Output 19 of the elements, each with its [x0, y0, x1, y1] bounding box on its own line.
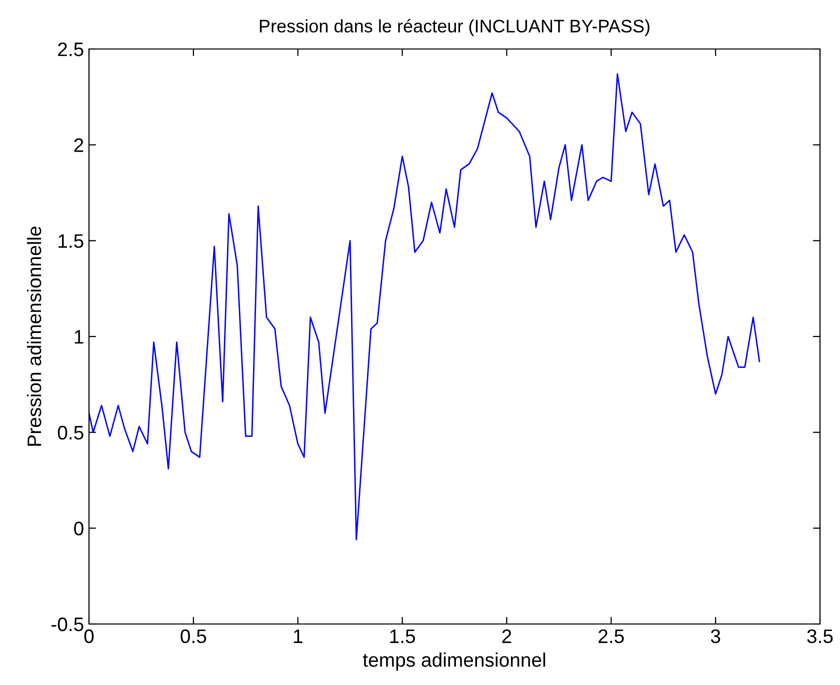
y-axis-title: Pression adimensionnelle	[26, 226, 42, 446]
x-tick-label: 1.5	[390, 630, 415, 644]
x-axis-title: temps adimensionnel	[362, 652, 546, 671]
y-tick-label: 1.5	[58, 234, 84, 248]
y-tick-label: 0	[74, 522, 84, 536]
x-tick-label: 2.5	[598, 629, 624, 644]
x-tick-label: 2	[502, 629, 512, 643]
chart-title: Pression dans le réacteur (INCLUANT BY-PASS)	[260, 19, 650, 36]
x-tick-label: 3.5	[807, 629, 833, 644]
line-series	[89, 73, 760, 540]
x-tick-label: 0.5	[180, 629, 206, 644]
x-tick-label: 1	[294, 630, 302, 643]
x-tick-label: 0	[84, 629, 94, 644]
y-tick-label: 2.5	[58, 42, 84, 56]
y-tick-label: -0.5	[52, 617, 84, 632]
y-tick-label: 0.5	[58, 426, 84, 440]
y-tick-label: 2	[74, 138, 84, 152]
y-tick-label: 1	[74, 330, 84, 344]
x-tick-label: 3	[710, 629, 720, 644]
